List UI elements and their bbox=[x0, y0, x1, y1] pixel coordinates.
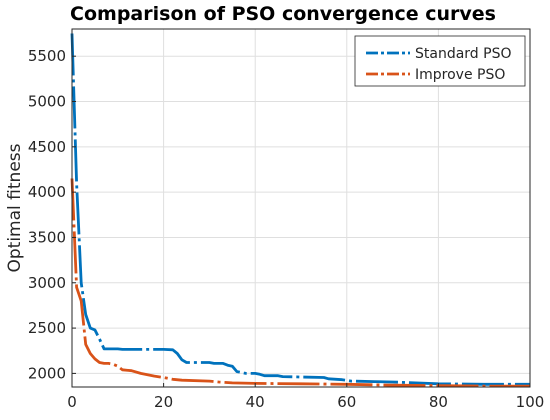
series-layer bbox=[70, 33, 530, 388]
x-tick-label: 60 bbox=[337, 393, 356, 411]
y-tick-label: 2500 bbox=[28, 319, 66, 337]
ticks: 0 20 40 60 80 100 2000 2500 3000 3500 4000 4500 5000… bbox=[28, 47, 545, 411]
y-tick-label: 3000 bbox=[28, 274, 66, 292]
y-tick-label: 2000 bbox=[28, 364, 66, 382]
x-tick-label: 100 bbox=[516, 393, 545, 411]
legend-label: Improve PSO bbox=[415, 67, 505, 83]
legend: Standard PSO Improve PSO bbox=[354, 35, 526, 87]
legend-box bbox=[354, 35, 526, 87]
legend-label: Standard PSO bbox=[415, 46, 512, 62]
chart-title: Comparison of PSO convergence curves bbox=[70, 3, 496, 25]
plot-frame bbox=[71, 28, 531, 388]
y-tick-label: 3500 bbox=[28, 228, 66, 246]
series-line-standard-pso bbox=[70, 33, 530, 386]
y-tick-label: 4500 bbox=[28, 138, 66, 156]
y-axis-label: Optimal fitness bbox=[5, 143, 25, 272]
series-line-improve-pso bbox=[70, 178, 530, 388]
y-tick-label: 4000 bbox=[28, 183, 66, 201]
y-tick-label: 5500 bbox=[28, 47, 66, 65]
x-tick-label: 20 bbox=[154, 393, 173, 411]
x-tick-label: 80 bbox=[429, 393, 448, 411]
x-tick-label: 0 bbox=[67, 393, 77, 411]
y-tick-label: 5000 bbox=[28, 93, 66, 111]
x-tick-label: 40 bbox=[246, 393, 265, 411]
